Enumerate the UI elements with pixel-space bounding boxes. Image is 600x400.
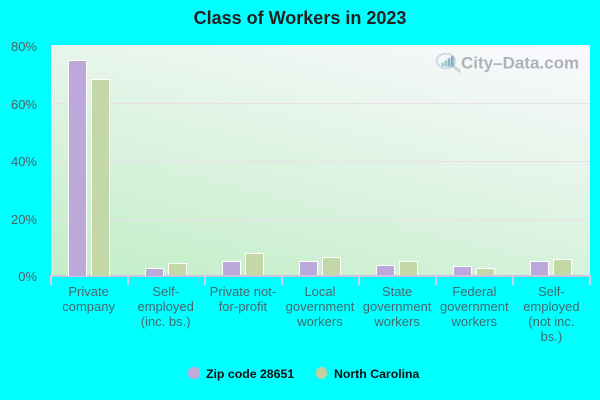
svg-text:City–Data.com: City–Data.com [461, 53, 579, 72]
